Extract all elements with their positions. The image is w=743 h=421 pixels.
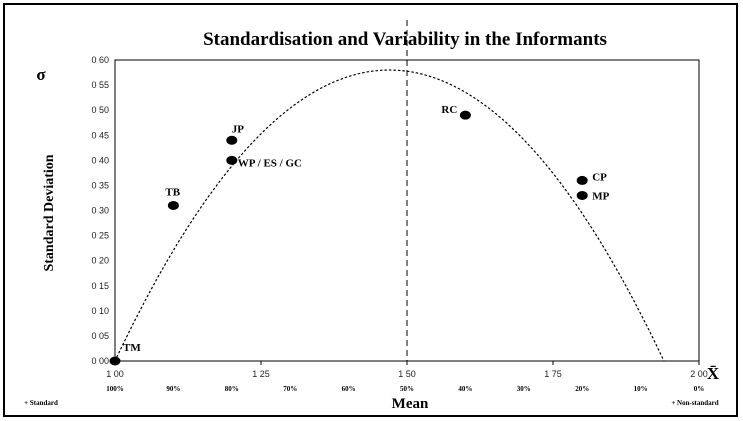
x-tick-label: 1 75 bbox=[544, 369, 562, 379]
data-point bbox=[109, 356, 121, 366]
point-label: TM bbox=[123, 342, 141, 354]
y-axis-label: Standard Deviation bbox=[42, 154, 57, 271]
trendline bbox=[114, 69, 665, 362]
percent-label: 60% bbox=[342, 385, 356, 393]
percent-label: 80% bbox=[225, 385, 239, 393]
percent-label: 70% bbox=[283, 385, 297, 393]
percent-label: 100% bbox=[106, 385, 124, 393]
x-tick-label: 2 00 bbox=[690, 369, 708, 379]
point-label: MP bbox=[592, 190, 609, 202]
y-axis-symbol: σ bbox=[36, 65, 46, 84]
point-label: JP bbox=[232, 123, 245, 135]
y-tick-label: 0 10 bbox=[91, 306, 109, 316]
y-tick-label: 0 55 bbox=[91, 80, 109, 90]
y-tick-label: 0 35 bbox=[91, 180, 109, 190]
data-point bbox=[226, 135, 238, 145]
percent-label: 10% bbox=[634, 385, 648, 393]
data-point bbox=[459, 110, 471, 120]
data-point bbox=[167, 200, 179, 210]
percent-label: 50% bbox=[400, 385, 414, 393]
data-point bbox=[226, 155, 238, 165]
point-label: WP / ES / GC bbox=[238, 157, 302, 169]
scatter-chart: Standardisation and Variability in the I… bbox=[24, 20, 720, 412]
y-tick-label: 0 25 bbox=[91, 231, 109, 241]
non-standard-end-label: + Non-standard bbox=[671, 399, 718, 407]
standard-end-label: + Standard bbox=[24, 399, 58, 407]
y-tick-label: 0 40 bbox=[91, 155, 109, 165]
x-tick-label: 1 25 bbox=[252, 369, 270, 379]
point-label: TB bbox=[165, 186, 180, 198]
point-label: RC bbox=[441, 104, 457, 116]
percent-label: 90% bbox=[166, 385, 180, 393]
y-tick-label: 0 05 bbox=[91, 331, 109, 341]
y-tick-label: 0 50 bbox=[91, 105, 109, 115]
data-point bbox=[576, 190, 588, 200]
percent-label: 30% bbox=[517, 385, 531, 393]
y-tick-label: 0 60 bbox=[91, 55, 109, 65]
percent-label: 0% bbox=[694, 385, 705, 393]
x-axis-label: Mean bbox=[392, 396, 429, 412]
y-tick-label: 0 20 bbox=[91, 256, 109, 266]
y-tick-label: 0 00 bbox=[91, 356, 109, 366]
data-point bbox=[576, 175, 588, 185]
plot-area: 0 00 0 05 0 10 0 15 0 20 0 25 0 30 0 35 0 40 0 45… bbox=[91, 20, 708, 393]
y-tick-label: 0 30 bbox=[91, 206, 109, 216]
x-axis-symbol: X̄ bbox=[707, 364, 720, 383]
y-tick-label: 0 15 bbox=[91, 281, 109, 291]
x-tick-label: 1 00 bbox=[106, 369, 124, 379]
y-tick-label: 0 45 bbox=[91, 130, 109, 140]
percent-label: 40% bbox=[458, 385, 472, 393]
point-label: CP bbox=[592, 171, 607, 183]
chart-title: Standardisation and Variability in the I… bbox=[203, 29, 607, 50]
percent-label: 20% bbox=[575, 385, 589, 393]
x-tick-label: 1 50 bbox=[398, 369, 416, 379]
chart-frame: Standardisation and Variability in the I… bbox=[3, 3, 738, 417]
